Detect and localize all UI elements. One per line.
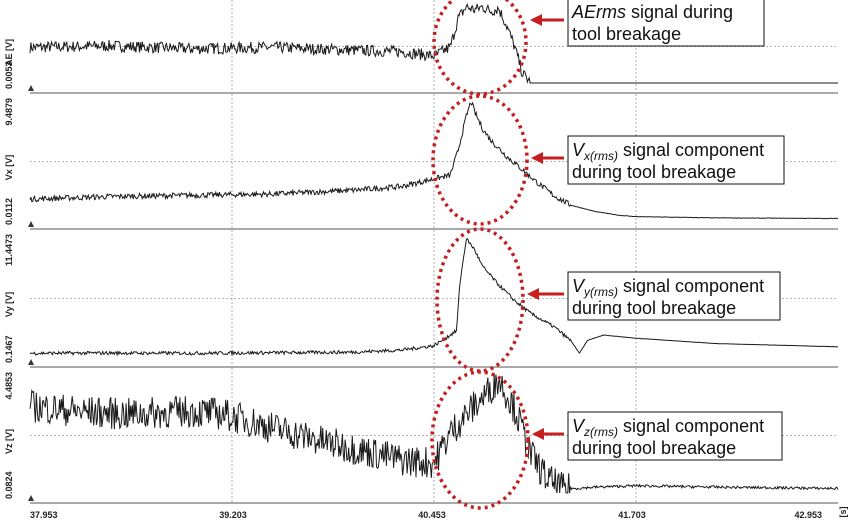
- arrow-head: [532, 428, 544, 440]
- annotation-line-2: during tool breakage: [572, 438, 736, 458]
- panel-4: Vz [V] 0.0824 4.4853 Vz(rms) signal compone…: [4, 368, 839, 510]
- highlight-oval: [435, 227, 525, 373]
- arrow-head: [530, 14, 542, 26]
- annotation-line-2: during tool breakage: [572, 298, 736, 318]
- signal-line: [29, 237, 839, 357]
- y-axis-label: Vx [V]: [4, 155, 14, 181]
- y-axis-label: Vz [V]: [4, 429, 14, 454]
- annotation-box: [567, 135, 785, 185]
- annotation-box: [567, 0, 765, 47]
- annotation-line-1: AErms signal during: [571, 2, 733, 22]
- highlight-oval: [431, 94, 529, 226]
- y-min-tick: 0.0053: [4, 61, 14, 89]
- panel-3: Vy [V] 0.1467 11.4473 Vy(rms) signal compon…: [4, 227, 839, 373]
- x-unit-label: [s]: [838, 506, 848, 517]
- annotation-line-1: Vz(rms) signal component: [572, 416, 764, 439]
- axis-marker: [28, 221, 34, 227]
- arrow-head: [527, 288, 539, 300]
- axis-marker: [28, 359, 34, 365]
- signal-line: [29, 2, 838, 84]
- annotation-box: [567, 411, 783, 461]
- axis-marker: [28, 85, 34, 91]
- axis-marker: [28, 495, 34, 501]
- arrow-head: [531, 152, 543, 164]
- annotation-line-2: tool breakage: [572, 24, 681, 44]
- x-tick-label: 37.953: [30, 510, 58, 520]
- y-min-tick: 0.0824: [4, 471, 14, 499]
- highlight-oval: [430, 370, 530, 510]
- x-tick-label: 41.703: [618, 510, 646, 520]
- x-tick-label: 42.953: [794, 510, 822, 520]
- y-min-tick: 0.1467: [4, 335, 14, 363]
- y-max-tick: 4.4853: [4, 372, 14, 400]
- y-axis-label: Vy [V]: [4, 292, 14, 317]
- x-tick-label: 39.203: [219, 510, 247, 520]
- annotation-line-2: during tool breakage: [572, 162, 736, 182]
- panel-2: Vx [V] 0.0112 9.4879 Vx(rms) signal compone…: [4, 94, 839, 230]
- y-axis-label: AE [V]: [4, 39, 14, 66]
- y-min-tick: 0.0112: [4, 198, 14, 225]
- x-axis: 37.953 39.203 40.453 41.703 42.953 [s]: [30, 506, 848, 520]
- x-tick-label: 40.453: [418, 510, 446, 520]
- annotation-line-1: Vx(rms) signal component: [572, 140, 764, 163]
- annotation-line-1: Vy(rms) signal component: [572, 276, 764, 299]
- highlight-oval: [432, 0, 528, 96]
- annotation-box: [567, 271, 781, 321]
- y-max-tick: 11.4473: [4, 234, 14, 266]
- y-max-tick: 9.4879: [4, 98, 14, 126]
